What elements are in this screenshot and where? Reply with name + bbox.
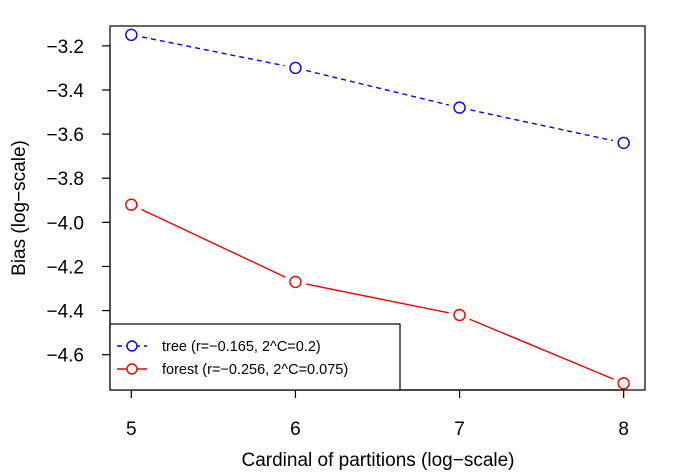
series-0-segment <box>470 109 614 142</box>
y-axis: −3.2 −3.4 −3.6 −3.8 −4.0 −4.2 −4.4 −4.6 <box>46 37 111 367</box>
series-0-point <box>617 136 630 150</box>
y-tick-label: −3.6 <box>46 125 84 146</box>
legend-forest-label: forest (r=−0.256, 2^C=0.075) <box>162 362 348 378</box>
y-tick-label: −3.4 <box>46 81 84 102</box>
series-1-point <box>617 377 630 390</box>
legend-tree-marker <box>126 340 138 352</box>
series-0-segment <box>141 36 285 67</box>
y-tick-label: −4.4 <box>46 302 84 323</box>
series-0-segment <box>305 69 450 106</box>
series-1-segment <box>469 318 614 380</box>
legend: tree (r=−0.165, 2^C=0.2) forest (r=−0.25… <box>109 323 401 391</box>
series-1-segment <box>140 208 286 278</box>
legend-forest-marker <box>126 363 138 375</box>
y-axis-title: Bias (log−scale) <box>9 140 30 276</box>
y-tick-label: −3.2 <box>46 37 84 58</box>
series-1-point <box>289 275 302 289</box>
series-1-point <box>453 308 466 322</box>
y-tick-label: −4.2 <box>46 257 84 278</box>
legend-box <box>109 323 401 391</box>
series-layer <box>125 28 630 390</box>
x-tick-label: 5 <box>126 419 137 440</box>
series-0-point <box>289 61 302 75</box>
y-tick-label: −4.6 <box>46 346 84 367</box>
series-0-point <box>453 101 466 114</box>
series-1-point <box>125 198 138 211</box>
y-tick-label: −4.0 <box>46 213 84 234</box>
legend-item-tree: tree (r=−0.165, 2^C=0.2) <box>117 339 321 355</box>
x-tick-label: 8 <box>618 419 629 440</box>
legend-tree-label: tree (r=−0.165, 2^C=0.2) <box>162 339 321 355</box>
x-tick-label: 7 <box>454 419 465 440</box>
x-axis-title: Cardinal of partitions (log−scale) <box>242 450 515 471</box>
x-axis: 5 6 7 8 <box>126 389 629 440</box>
y-tick-label: −3.8 <box>46 169 84 190</box>
x-tick-label: 6 <box>290 419 301 440</box>
series-1-segment <box>306 283 449 314</box>
series-0-point <box>125 28 138 42</box>
legend-item-forest: forest (r=−0.256, 2^C=0.075) <box>117 362 348 378</box>
